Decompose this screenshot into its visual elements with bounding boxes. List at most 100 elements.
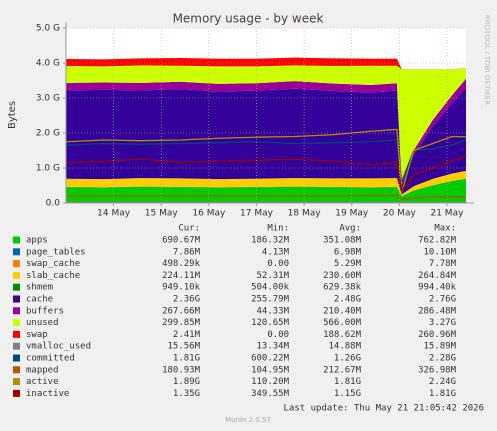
stats-value: 1.35G — [173, 389, 200, 399]
stats-value: 13.34M — [256, 342, 289, 352]
watermark: RRDTOOL / TOBI OETIKER — [483, 15, 491, 105]
x-tick-label: 19 May — [335, 209, 369, 219]
stats-value: 230.60M — [323, 271, 362, 281]
legend-label: committed — [26, 354, 75, 364]
stacked-area — [66, 170, 466, 197]
stats-value: 690.67M — [162, 236, 201, 246]
stats-header: Cur: — [178, 224, 200, 234]
stats-value: 120.65M — [251, 318, 290, 328]
legend-label: slab_cache — [26, 271, 80, 281]
legend-swatch — [13, 354, 20, 362]
legend-label: inactive — [26, 389, 69, 399]
legend-swatch — [13, 260, 20, 268]
stats-value: 212.67M — [323, 365, 362, 375]
stats-value: 104.95M — [251, 365, 290, 375]
y-tick-label: 1.0 G — [36, 164, 60, 174]
stats-value: 4.13M — [262, 247, 290, 257]
x-tick-label: 18 May — [288, 209, 322, 219]
stacked-area — [66, 57, 466, 70]
legend-label: vmalloc_used — [26, 342, 91, 352]
stats-value: 10.10M — [423, 247, 456, 257]
chart-title: Memory usage - by week — [173, 12, 324, 26]
legend-swatch — [13, 378, 20, 386]
stacked-area — [66, 65, 466, 184]
stats-header: Avg: — [339, 224, 361, 234]
stats-value: 15.56M — [167, 342, 200, 352]
x-tick-label: 14 May — [97, 209, 131, 219]
stats-value: 286.48M — [418, 306, 457, 316]
stats-value: 186.32M — [251, 236, 290, 246]
stats-value: 1.81G — [173, 354, 200, 364]
y-tick-label: 2.0 G — [36, 129, 60, 139]
stats-value: 188.62M — [323, 330, 362, 340]
stats-value: 1.81G — [334, 377, 361, 387]
stats-value: 0.00 — [267, 330, 289, 340]
stats-value: 7.86M — [173, 247, 201, 257]
stats-value: 5.29M — [334, 259, 362, 269]
legend-label: apps — [26, 236, 48, 246]
legend-swatch — [13, 366, 20, 374]
stats-value: 44.33M — [256, 306, 289, 316]
stats-value: 566.00M — [323, 318, 362, 328]
legend-label: cache — [26, 295, 53, 305]
y-tick-label: 5.0 G — [36, 24, 60, 34]
stats-value: 1.26G — [334, 354, 361, 364]
x-tick-label: 21 May — [430, 209, 464, 219]
legend-label: unused — [26, 318, 59, 328]
legend-label: mapped — [26, 365, 59, 375]
legend-swatch — [13, 330, 20, 338]
stats-value: 6.98M — [334, 247, 362, 257]
legend-swatch — [13, 389, 20, 397]
stacked-area — [66, 78, 466, 186]
stats-value: 349.55M — [251, 389, 290, 399]
legend-swatch — [13, 236, 20, 244]
stats-value: 629.38k — [323, 283, 362, 293]
stats-value: 600.22M — [251, 354, 290, 364]
stacked-area — [66, 178, 466, 203]
stats-value: 994.40k — [418, 283, 457, 293]
legend-label: active — [26, 377, 59, 387]
legend-swatch — [13, 283, 20, 291]
stats-value: 110.20M — [251, 377, 290, 387]
last-update: Last update: Thu May 21 21:05:42 2026 — [284, 404, 484, 414]
stats-value: 2.28G — [429, 354, 456, 364]
line — [65, 155, 467, 193]
legend-swatch — [13, 307, 20, 315]
stats-value: 498.29k — [162, 259, 201, 269]
stats-value: 267.66M — [162, 306, 201, 316]
stats-value: 14.88M — [328, 342, 361, 352]
line — [65, 128, 467, 193]
stats-header: Min: — [267, 224, 289, 234]
y-tick-label: 0.0 — [46, 199, 61, 209]
stats-value: 299.85M — [162, 318, 201, 328]
stats-value: 326.98M — [418, 365, 457, 375]
legend-swatch — [13, 342, 20, 350]
stats-value: 2.76G — [429, 295, 456, 305]
line — [66, 195, 466, 201]
stats-value: 949.10k — [162, 283, 201, 293]
stats-value: 1.89G — [173, 377, 200, 387]
stats-value: 224.11M — [162, 271, 201, 281]
stats-value: 504.00k — [251, 283, 290, 293]
stats-value: 2.24G — [429, 377, 456, 387]
stats-value: 0.00 — [267, 259, 289, 269]
legend-swatch — [13, 319, 20, 327]
stats-value: 15.89M — [423, 342, 456, 352]
legend-label: swap — [26, 330, 48, 340]
legend-label: buffers — [26, 306, 64, 316]
line — [65, 139, 467, 183]
generator: Munin 2.0.57 — [225, 416, 271, 424]
x-tick-label: 15 May — [145, 209, 179, 219]
x-tick-label: 20 May — [383, 209, 417, 219]
stats-value: 1.15G — [334, 389, 361, 399]
y-tick-label: 4.0 G — [36, 59, 60, 69]
stats-value: 1.81G — [429, 389, 456, 399]
stats-value: 52.31M — [256, 271, 289, 281]
legend-swatch — [13, 248, 20, 256]
legend-swatch — [13, 295, 20, 303]
x-tick-label: 16 May — [192, 209, 226, 219]
stats-value: 7.78M — [429, 259, 457, 269]
legend-label: shmem — [26, 283, 53, 293]
stats-value: 260.96M — [418, 330, 457, 340]
